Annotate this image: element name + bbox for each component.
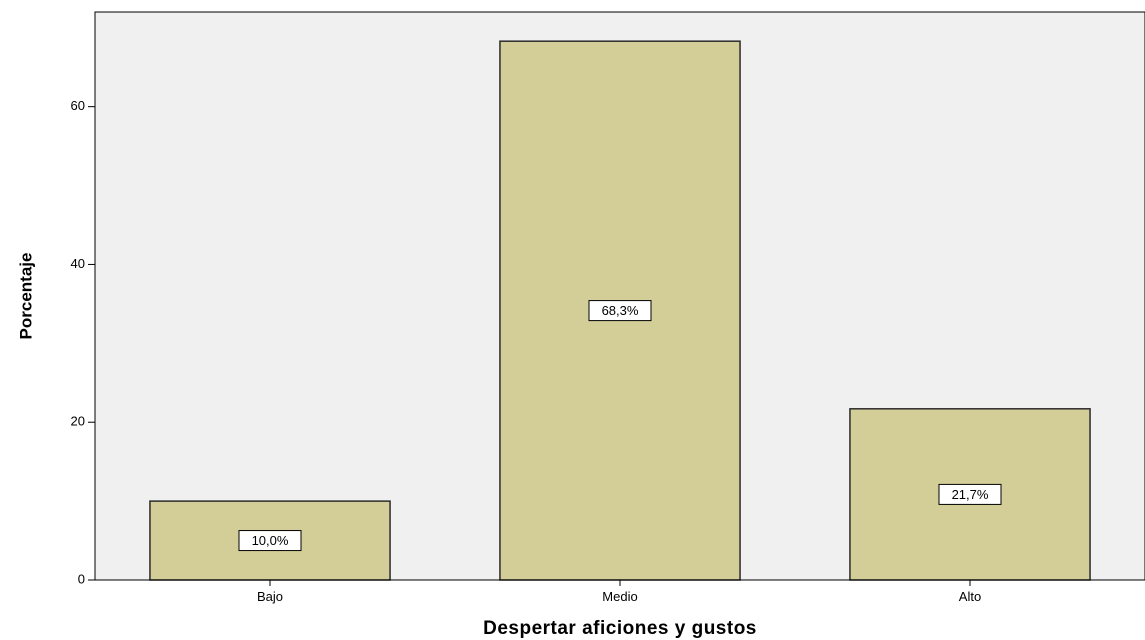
y-axis-title: Porcentaje: [16, 253, 35, 340]
x-axis: Bajo Medio Alto: [95, 579, 1145, 604]
data-label-box: [588, 300, 652, 322]
y-axis: 0 20 40 60: [71, 12, 96, 586]
data-label: 10,0%: [252, 533, 289, 548]
x-axis-title: Despertar aficiones y gustos: [483, 618, 757, 639]
y-tick-label: 20: [71, 414, 85, 429]
bar-bajo: [149, 500, 391, 581]
y-tick-label: 60: [71, 98, 85, 113]
data-label-box: [938, 483, 1002, 505]
y-tick-label: 40: [71, 256, 85, 271]
x-tick-label: Alto: [959, 589, 981, 604]
data-label: 21,7%: [952, 487, 989, 502]
bars: 10,0% 68,3% 21,7%: [149, 40, 1091, 581]
data-label-box: [238, 530, 302, 552]
data-label: 68,3%: [602, 303, 639, 318]
y-tick-label: 0: [78, 571, 85, 586]
x-tick-label: Medio: [602, 589, 637, 604]
x-tick-label: Bajo: [257, 589, 283, 604]
